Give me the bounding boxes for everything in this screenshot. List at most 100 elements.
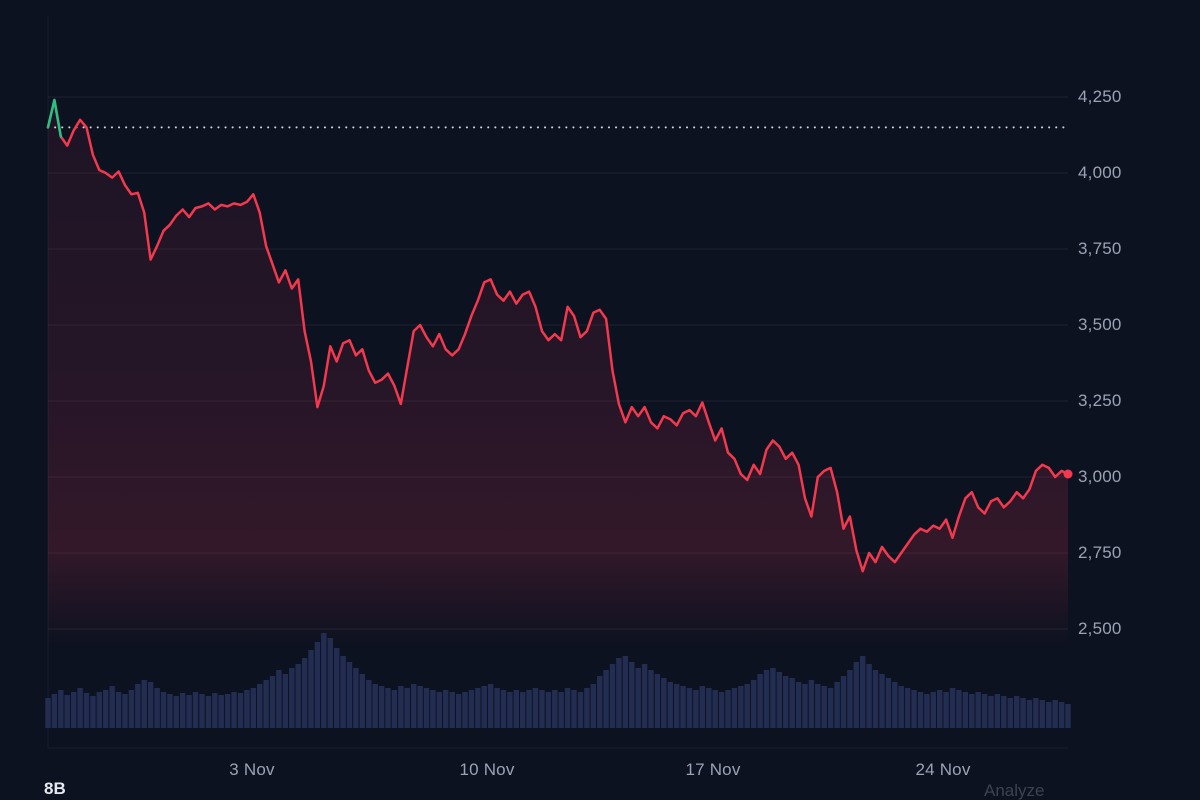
volume-bar <box>930 692 936 728</box>
volume-bar <box>712 690 718 728</box>
volume-bar <box>346 662 353 728</box>
volume-bar <box>834 682 840 728</box>
volume-bar <box>128 690 135 728</box>
price-end-dot <box>1063 469 1073 479</box>
volume-bar <box>969 694 975 728</box>
volume-bar <box>1033 698 1039 728</box>
volume-bar <box>981 694 988 728</box>
volume-bar <box>892 682 898 728</box>
volume-bar <box>212 693 218 728</box>
volume-bar <box>988 696 994 728</box>
volume-bar <box>475 688 481 728</box>
volume-bar <box>827 688 834 728</box>
volume-bar <box>366 680 372 728</box>
volume-bar <box>1007 698 1013 728</box>
volume-bar <box>455 694 462 728</box>
volume-bar <box>301 658 308 728</box>
volume-bar <box>295 664 301 728</box>
volume-bar <box>911 690 917 728</box>
volume-bar <box>558 692 564 728</box>
volume-bar <box>192 692 199 728</box>
volume-bar <box>603 670 609 728</box>
volume-bar <box>96 692 102 728</box>
volume-bar <box>776 672 782 728</box>
volume-bar <box>417 686 423 728</box>
volume-bar <box>539 690 545 728</box>
volume-bar <box>353 668 359 728</box>
volume-bar <box>661 678 667 728</box>
volume-bar <box>500 690 507 728</box>
analyze-link[interactable]: Analyze <box>984 781 1045 800</box>
volume-bar <box>372 684 378 728</box>
x-axis-label: 3 Nov <box>229 760 275 779</box>
volume-bar <box>680 686 686 728</box>
volume-bar <box>462 692 468 728</box>
volume-bar <box>199 694 205 728</box>
volume-bar <box>808 680 815 728</box>
volume-bar <box>141 680 147 728</box>
volume-bar <box>378 686 385 728</box>
volume-bar <box>1065 704 1071 728</box>
volume-bar <box>654 674 661 728</box>
volume-bar <box>494 688 500 728</box>
volume-bar <box>109 686 115 728</box>
x-axis-label: 10 Nov <box>459 760 515 779</box>
volume-bar <box>1052 700 1058 728</box>
volume-bar <box>962 692 969 728</box>
volume-bar <box>706 688 712 728</box>
volume-bar <box>71 692 77 728</box>
volume-bar <box>205 696 212 728</box>
volume-bar <box>956 690 962 728</box>
volume-bar <box>391 690 398 728</box>
volume-bar <box>545 692 552 728</box>
volume-bar <box>674 684 680 728</box>
volume-bar <box>263 680 269 728</box>
volume-bar <box>994 694 1001 728</box>
volume-bar <box>866 664 872 728</box>
volume-bar <box>411 684 417 728</box>
volume-bar <box>526 690 532 728</box>
volume-bar <box>135 684 141 728</box>
volume-bar <box>552 690 558 728</box>
volume-bar <box>340 656 346 728</box>
volume-bar <box>898 686 904 728</box>
volume-bar <box>398 686 404 728</box>
volume-bar <box>103 690 109 728</box>
volume-bar <box>744 684 750 728</box>
volume-bar <box>616 658 622 728</box>
volume-bar <box>860 656 866 728</box>
volume-bar <box>879 674 885 728</box>
volume-bar <box>436 692 442 728</box>
volume-bar <box>77 688 83 728</box>
volume-bar <box>45 698 51 728</box>
volume-bar <box>167 694 173 728</box>
y-axis-label: 3,250 <box>1078 391 1122 410</box>
volume-bar <box>802 684 808 728</box>
volume-bar <box>738 686 744 728</box>
volume-bar <box>731 688 738 728</box>
volume-bar <box>1026 700 1033 728</box>
volume-bar <box>487 684 494 728</box>
volume-bar <box>327 638 333 728</box>
volume-bar <box>937 690 943 728</box>
x-axis-label: 24 Nov <box>915 760 971 779</box>
volume-bar <box>609 664 616 728</box>
volume-bar <box>282 674 289 728</box>
volume-bar <box>622 656 629 728</box>
volume-bar <box>449 692 455 728</box>
volume-bar <box>789 678 795 728</box>
volume-bar <box>847 670 853 728</box>
volume-bar <box>423 688 430 728</box>
price-line-start-green <box>46 98 63 138</box>
volume-bar <box>815 684 821 728</box>
volume-bar <box>147 682 154 728</box>
volume-bar <box>853 662 859 728</box>
volume-bar <box>237 693 244 728</box>
volume-bar <box>257 684 263 728</box>
clipped-bottom-left-text: 8B <box>44 779 66 798</box>
y-axis-label: 3,000 <box>1078 467 1122 486</box>
volume-bar <box>1039 700 1045 728</box>
volume-bar <box>115 692 122 728</box>
y-axis-label: 3,750 <box>1078 239 1122 258</box>
